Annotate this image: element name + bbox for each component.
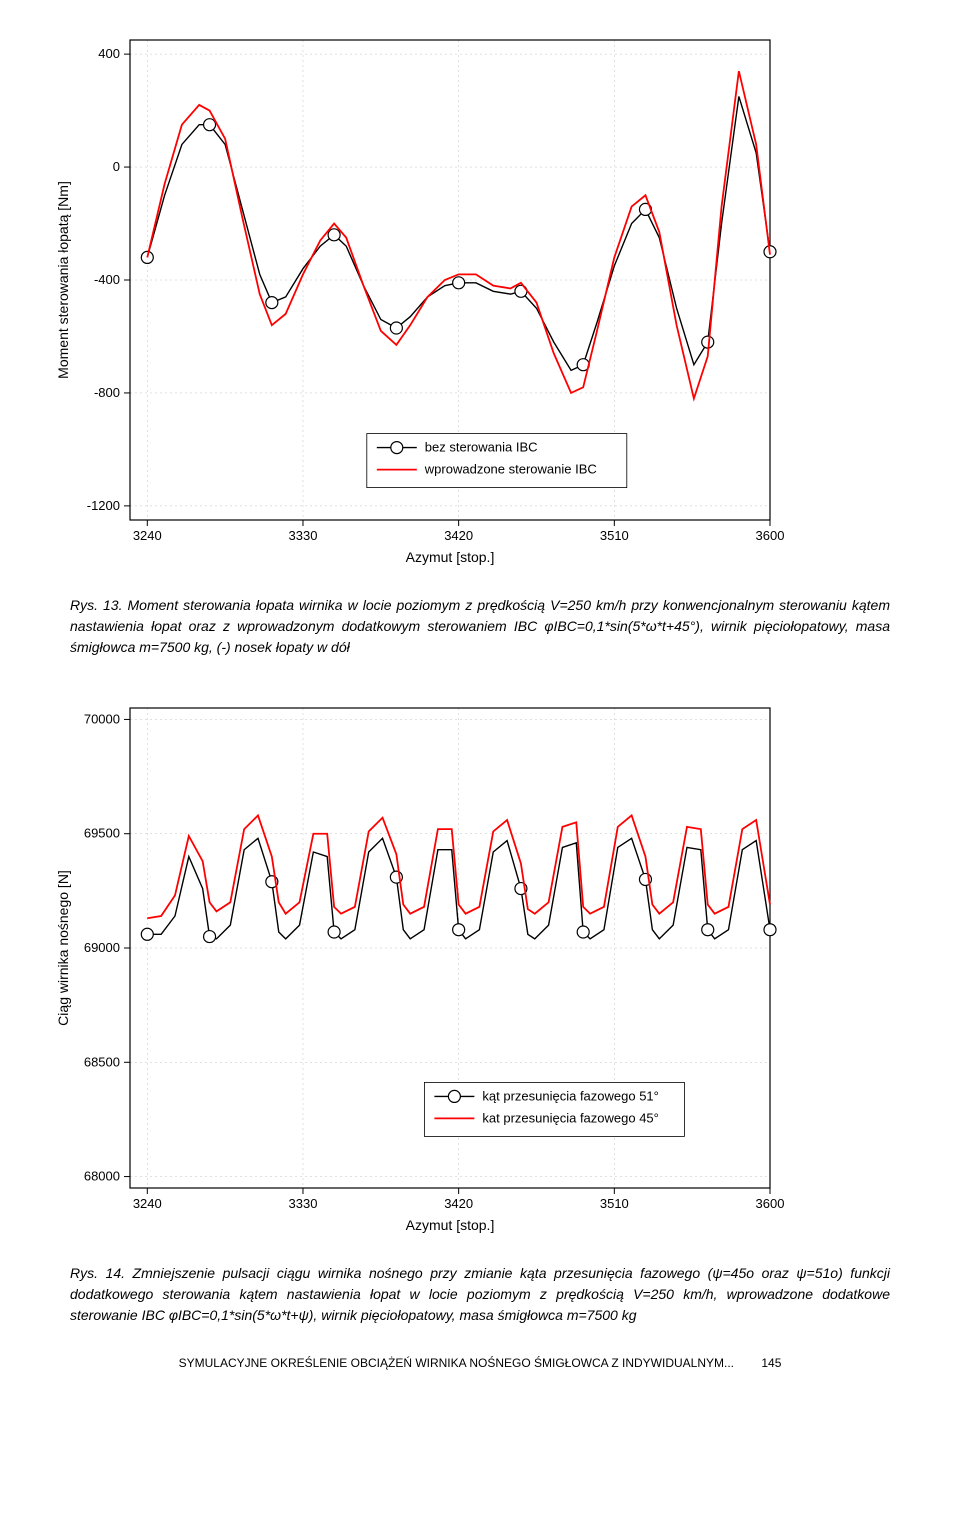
svg-text:3420: 3420	[444, 1196, 473, 1211]
svg-text:68500: 68500	[84, 1054, 120, 1069]
svg-text:3330: 3330	[289, 528, 318, 543]
svg-text:kat przesunięcia fazowego 45°: kat przesunięcia fazowego 45°	[482, 1110, 658, 1125]
svg-text:68000: 68000	[84, 1169, 120, 1184]
svg-text:3420: 3420	[444, 528, 473, 543]
svg-text:bez sterowania IBC: bez sterowania IBC	[425, 440, 538, 455]
svg-text:0: 0	[113, 159, 120, 174]
svg-text:Moment sterowania łopatą [Nm]: Moment sterowania łopatą [Nm]	[55, 181, 71, 379]
svg-text:-400: -400	[94, 272, 120, 287]
footer-page: 145	[761, 1356, 781, 1370]
chart-1: 3240 3330 3420 3510 3600 -1200 -800 -400 0 400 Azy…	[20, 20, 940, 580]
svg-text:kąt przesunięcia fazowego 51°: kąt przesunięcia fazowego 51°	[482, 1088, 658, 1103]
svg-text:Azymut [stop.]: Azymut [stop.]	[406, 1217, 495, 1233]
svg-text:wprowadzone sterowanie IBC: wprowadzone sterowanie IBC	[424, 462, 597, 477]
svg-text:3600: 3600	[756, 528, 785, 543]
svg-text:3330: 3330	[289, 1196, 318, 1211]
footer-text: SYMULACYJNE OKREŚLENIE OBCIĄŻEŃ WIRNIKA …	[179, 1356, 734, 1370]
caption-1: Rys. 13. Moment sterowania łopata wirnik…	[70, 595, 890, 658]
svg-text:70000: 70000	[84, 711, 120, 726]
svg-text:3510: 3510	[600, 528, 629, 543]
caption-2: Rys. 14. Zmniejszenie pulsacji ciągu wir…	[70, 1263, 890, 1326]
svg-text:69500: 69500	[84, 826, 120, 841]
svg-text:-800: -800	[94, 385, 120, 400]
chart-2: 3240 3330 3420 3510 3600 68000 68500 69000 69500…	[20, 688, 940, 1248]
svg-text:3240: 3240	[133, 528, 162, 543]
svg-text:3240: 3240	[133, 1196, 162, 1211]
svg-text:Azymut [stop.]: Azymut [stop.]	[406, 549, 495, 565]
svg-text:-1200: -1200	[87, 498, 120, 513]
svg-text:Ciąg wirnika nośnego [N]: Ciąg wirnika nośnego [N]	[55, 870, 71, 1026]
svg-text:400: 400	[98, 46, 120, 61]
svg-text:69000: 69000	[84, 940, 120, 955]
svg-text:3600: 3600	[756, 1196, 785, 1211]
svg-text:3510: 3510	[600, 1196, 629, 1211]
page-footer: SYMULACYJNE OKREŚLENIE OBCIĄŻEŃ WIRNIKA …	[20, 1356, 940, 1370]
